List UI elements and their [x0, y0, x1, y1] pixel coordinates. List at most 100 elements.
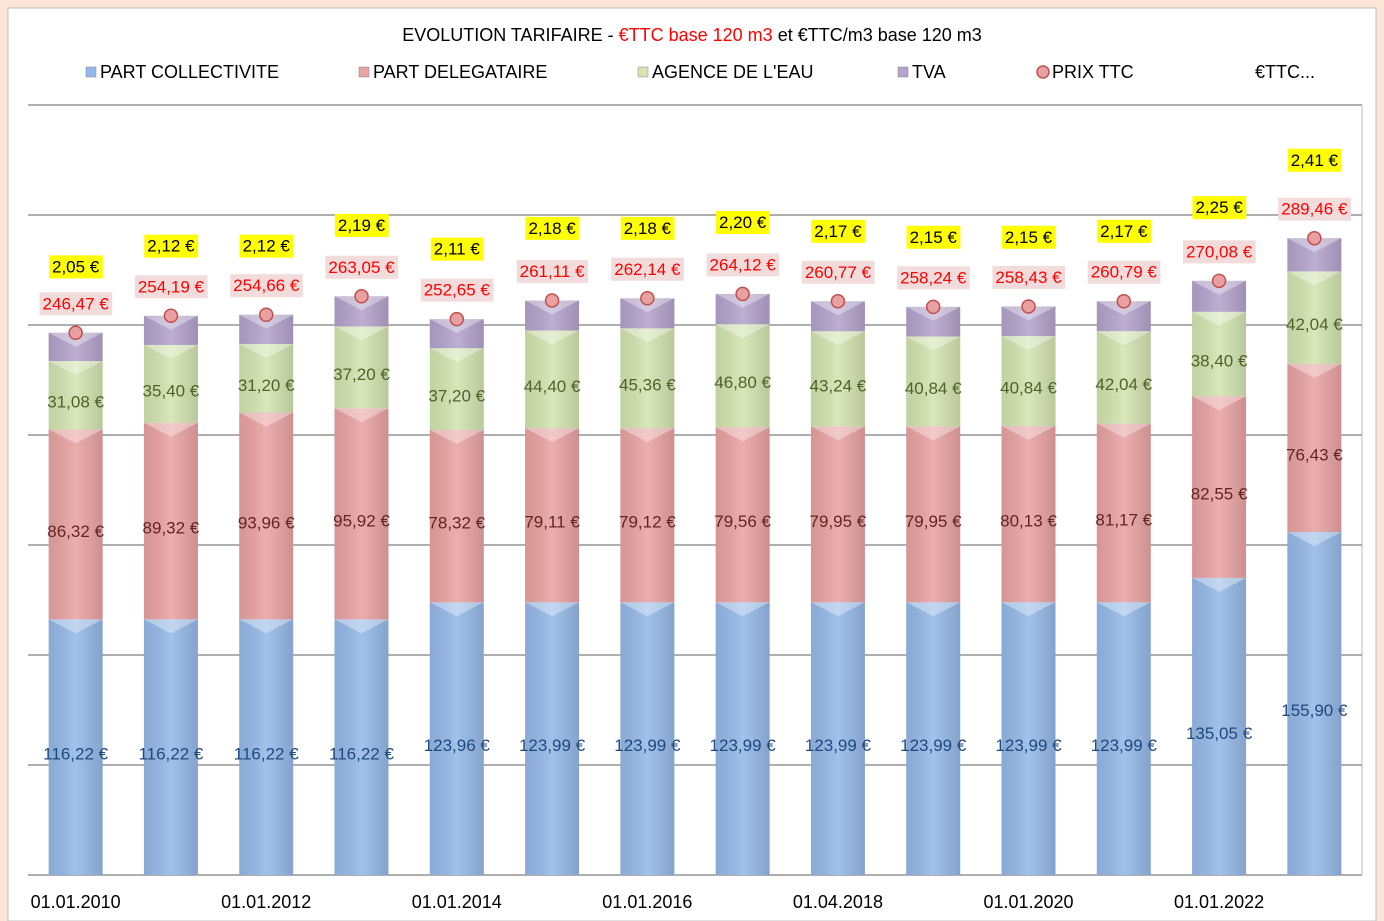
unit-price-label: 2,15 € — [910, 228, 958, 247]
unit-price-marker — [334, 213, 389, 237]
price-marker — [735, 286, 750, 302]
bar-shade — [525, 330, 580, 429]
price-marker — [1116, 294, 1132, 309]
data-label: 40,84 € — [1000, 378, 1057, 397]
price-marker — [258, 307, 274, 322]
data-label: 40,84 € — [905, 379, 962, 398]
unit-price-label: 2,19 € — [338, 216, 386, 235]
data-label: 35,40 € — [143, 381, 200, 400]
unit-price-label: 2,15 € — [1005, 228, 1053, 247]
bar-bevel — [1001, 602, 1056, 617]
unit-price-label: 2,18 € — [528, 219, 576, 238]
bar-shade — [1287, 363, 1342, 533]
x-tick-label: 01.04.2018 — [793, 892, 883, 912]
label-bg — [992, 265, 1066, 289]
x-tick-label: 01.01.2012 — [221, 892, 311, 912]
bar-bevel — [143, 344, 198, 359]
price-label: 262,14 € — [614, 260, 681, 279]
bar-shade — [429, 602, 484, 875]
data-label: 43,24 € — [810, 376, 867, 395]
price-marker — [163, 308, 179, 324]
unit-price-label: 2,12 € — [243, 237, 291, 256]
data-label: 123,99 € — [995, 736, 1062, 755]
bar-bevel — [620, 328, 675, 343]
unit-price-label: 2,17 € — [814, 222, 862, 241]
label-bg — [1182, 240, 1256, 264]
data-label: 123,96 € — [424, 736, 491, 755]
bar-bevel — [1287, 532, 1342, 547]
bar-shade — [239, 619, 294, 875]
bar-bevel — [906, 336, 961, 351]
unit-price-label: 2,05 € — [52, 257, 100, 276]
bar-bevel — [1096, 331, 1151, 346]
data-label: 93,96 € — [238, 513, 295, 532]
bar-shade — [620, 602, 675, 875]
label-bg — [1087, 260, 1161, 284]
legend-label: PRIX TTC — [1052, 62, 1134, 82]
bar-shade — [810, 602, 865, 875]
bar-shade — [429, 348, 484, 430]
bar-shade — [334, 326, 389, 409]
data-label: 116,22 € — [43, 745, 108, 764]
bar-shade — [1192, 311, 1247, 397]
data-label: 123,99 € — [710, 736, 777, 755]
bar-bevel — [810, 426, 865, 441]
price-marker — [1211, 273, 1227, 289]
price-marker — [830, 294, 846, 309]
bar-shade — [239, 412, 294, 620]
data-label: 123,99 € — [805, 736, 872, 755]
unit-price-marker — [620, 216, 675, 240]
bar-bevel — [1192, 577, 1247, 592]
bar-shade — [48, 619, 103, 875]
unit-price-label: 2,12 € — [147, 237, 195, 256]
bar-bevel — [334, 619, 389, 634]
unit-price-marker — [1192, 196, 1247, 220]
bar-shade — [143, 619, 198, 875]
bar-shade — [715, 324, 770, 428]
price-label: 260,79 € — [1091, 263, 1158, 282]
legend-label: €TTC... — [1255, 62, 1315, 82]
bar-shade — [143, 422, 198, 620]
bar-bevel — [429, 348, 484, 363]
data-label: 116,22 € — [138, 745, 203, 764]
bar-shade — [1096, 331, 1151, 424]
bar-bevel — [1001, 336, 1056, 351]
legend-swatch — [358, 66, 370, 78]
bar-bevel — [1287, 363, 1342, 378]
bar-bevel — [239, 619, 294, 634]
bar-bevel — [239, 343, 294, 358]
price-label: 270,08 € — [1186, 242, 1253, 261]
data-label: 123,99 € — [1091, 736, 1158, 755]
bar-shade — [1192, 577, 1247, 875]
bar-bevel — [1192, 396, 1247, 411]
data-label: 31,08 € — [47, 393, 104, 412]
bar-bevel — [1096, 602, 1151, 617]
price-label: 260,77 € — [805, 263, 872, 282]
unit-price-label: 2,41 € — [1291, 151, 1339, 170]
data-label: 79,56 € — [714, 512, 771, 531]
data-label: 37,20 € — [333, 365, 390, 384]
bar-bevel — [715, 602, 770, 617]
price-marker — [544, 293, 560, 308]
price-marker — [1307, 230, 1322, 246]
label-bg — [706, 253, 780, 277]
label-bg — [611, 257, 684, 281]
title-part: EVOLUTION TARIFAIRE - — [402, 25, 613, 45]
bar-bevel — [525, 330, 580, 345]
bar-shade — [1001, 336, 1056, 426]
data-label: 79,12 € — [619, 513, 676, 532]
title-part: €TTC base 120 m3 — [619, 25, 773, 45]
unit-price-label: 2,18 € — [624, 219, 672, 238]
unit-price-marker — [811, 219, 866, 243]
bar-bevel — [48, 619, 103, 634]
legend-swatch — [1036, 65, 1050, 79]
data-label: 89,32 € — [143, 519, 200, 538]
label-bg — [516, 260, 589, 284]
legend-swatch — [637, 66, 649, 78]
bar-bevel — [620, 602, 675, 617]
bar-shade — [239, 343, 294, 413]
price-label: 246,47 € — [43, 294, 110, 313]
price-marker — [1021, 299, 1036, 314]
data-label: 95,92 € — [333, 511, 390, 530]
